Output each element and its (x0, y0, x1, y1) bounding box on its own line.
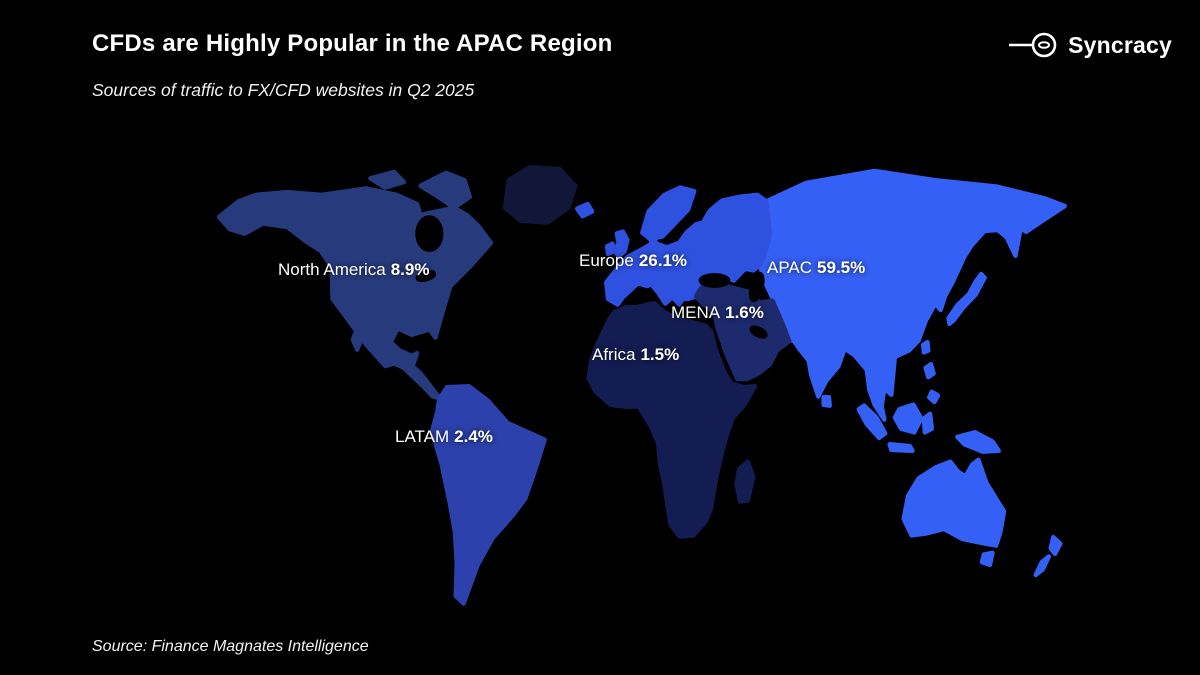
region-apac-sri-lanka (821, 395, 832, 408)
region-value: 26.1% (638, 251, 688, 270)
hudson-bay-cutout (415, 215, 444, 253)
region-europe-uk (612, 229, 630, 259)
region-apac-sumatra (856, 403, 888, 441)
source-note: Source: Finance Magnates Intelligence (92, 638, 369, 655)
page-subtitle: Sources of traffic to FX/CFD websites in… (92, 80, 475, 100)
region-apac-borneo (892, 402, 924, 435)
region-name: LATAM (395, 427, 450, 446)
region-europe-iceland (575, 201, 595, 219)
map-label-apac: APAC 59.5% (767, 259, 865, 276)
map-label-africa: Africa 1.5% (592, 346, 679, 363)
region-latam-shape (429, 384, 547, 606)
region-europe-scandinavia (640, 185, 697, 242)
map-label-mena: MENA 1.6% (671, 304, 764, 321)
region-apac-taiwan (920, 339, 931, 355)
region-value: 8.9% (390, 260, 430, 279)
region-value: 2.4% (454, 427, 493, 446)
region-mena-shape (693, 281, 792, 382)
region-north-america-shape (216, 186, 494, 401)
region-apac-tasmania (979, 550, 995, 568)
region-value: 1.6% (725, 303, 764, 322)
region-value: 59.5% (817, 258, 866, 277)
region-north-america-arctic-island-1 (368, 169, 407, 190)
brand-name: Syncracy (1068, 31, 1172, 58)
region-apac-australia (901, 457, 1007, 548)
region-africa-madagascar (734, 459, 756, 504)
region-apac-philippines (923, 361, 936, 380)
region-africa-shape (586, 301, 758, 539)
region-apac-nz-south (1033, 554, 1052, 578)
page-title: CFDs are Highly Popular in the APAC Regi… (92, 30, 613, 57)
region-apac-japan (946, 271, 987, 327)
world-map-svg (216, 165, 1067, 606)
greenland-shape (502, 165, 578, 225)
world-map (190, 160, 1070, 620)
region-name: Europe (579, 251, 634, 270)
caspian-sea-cutout (748, 271, 765, 303)
region-apac-mindanao (927, 389, 941, 405)
map-label-latam: LATAM 2.4% (395, 428, 493, 445)
region-name: APAC (767, 258, 813, 277)
region-name: MENA (671, 303, 721, 322)
region-apac-new-guinea (955, 430, 1001, 454)
region-apac-nz-north (1048, 534, 1063, 557)
region-name: North America (278, 260, 386, 279)
region-north-america-baffin (418, 170, 473, 211)
syncracy-logo-icon (1009, 32, 1057, 58)
region-name: Africa (592, 345, 636, 364)
black-sea-cutout (698, 273, 731, 288)
persian-gulf-cutout (749, 325, 768, 339)
region-apac-java (887, 441, 915, 454)
region-apac-shape (758, 168, 1067, 422)
region-europe-italy (649, 277, 672, 306)
map-label-europe: Europe 26.1% (579, 252, 687, 269)
great-lakes-cutout (415, 269, 437, 283)
region-europe-ireland (604, 241, 617, 257)
region-value: 1.5% (640, 345, 680, 364)
region-apac-sulawesi (921, 411, 935, 435)
brand-logo: Syncracy (1009, 30, 1172, 60)
map-label-north-america: North America 8.9% (278, 261, 429, 278)
